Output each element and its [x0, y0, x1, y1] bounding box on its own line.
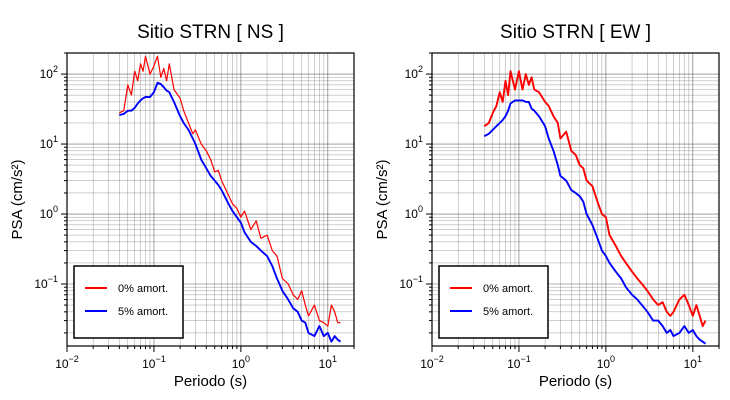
x-axis-label: Periodo (s)	[174, 373, 247, 390]
chart-title: Sitio STRN [ NS ]	[137, 22, 284, 43]
y-tick-label: 102	[405, 64, 423, 81]
x-tick-label: 101	[319, 354, 337, 371]
series-line-amort-5	[119, 81, 342, 343]
series-line-amort-5	[483, 99, 707, 345]
legend: 0% amort. 5% amort.	[438, 265, 549, 339]
legend-box	[438, 265, 549, 339]
chart-title: Sitio STRN [ EW ]	[500, 22, 651, 43]
legend-label: 0% amort.	[118, 283, 168, 295]
ticks	[61, 52, 355, 352]
x-tick-label: 100	[232, 354, 250, 371]
y-tick-label: 100	[405, 204, 423, 221]
x-tick-label: 101	[684, 354, 702, 371]
y-tick-label: 102	[40, 64, 58, 81]
y-tick-label: 101	[405, 134, 423, 151]
legend-box	[73, 265, 184, 339]
x-tick-label: 10−1	[507, 354, 531, 371]
series-line-amort-0	[483, 70, 707, 328]
x-tick-label: 10−2	[55, 354, 79, 371]
series-line-amort-0	[119, 55, 341, 327]
plot-frame	[66, 52, 355, 347]
y-tick-label: 101	[40, 134, 58, 151]
x-axis-label: Periodo (s)	[539, 373, 612, 390]
legend-label: 5% amort.	[118, 306, 168, 318]
y-tick-label: 10−1	[399, 274, 423, 291]
plot-frame	[431, 52, 720, 347]
y-axis-label: PSA (cm/s²)	[9, 159, 26, 239]
legend-label: 0% amort.	[483, 283, 533, 295]
y-tick-label: 100	[40, 204, 58, 221]
legend: 0% amort. 5% amort.	[73, 265, 184, 339]
legend-label: 5% amort.	[483, 306, 533, 318]
x-tick-label: 10−2	[420, 354, 444, 371]
y-tick-label: 10−1	[34, 274, 58, 291]
panel-ns: 10−2 10−1 100 101 10−1 100 101 102 Sitio STRN [ …	[9, 22, 355, 390]
x-tick-label: 100	[597, 354, 615, 371]
panel-ew: 10−2 10−1 100 101 10−1 100 101 102 Sitio STRN [ …	[374, 22, 720, 390]
y-axis-label: PSA (cm/s²)	[374, 159, 391, 239]
x-tick-label: 10−1	[142, 354, 166, 371]
